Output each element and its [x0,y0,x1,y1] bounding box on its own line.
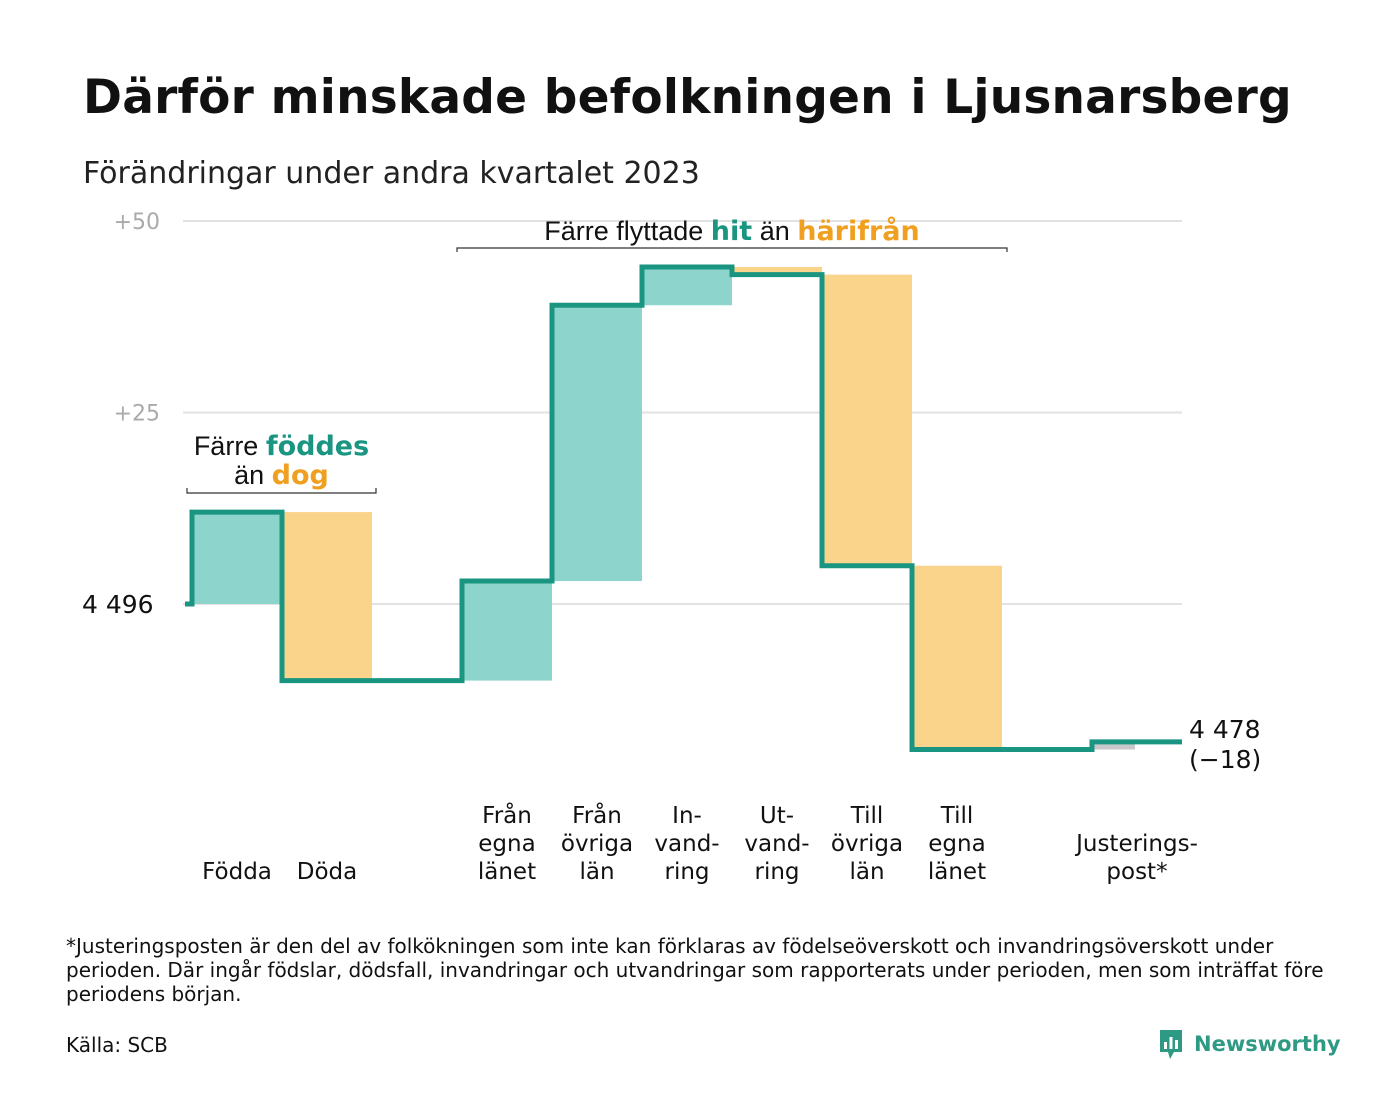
waterfall-bar [552,305,642,582]
waterfall-bar [1092,741,1135,750]
annotation-bracket-migration [456,247,1008,252]
source-label: Källa: SCB [66,1033,168,1057]
category-label: län [579,859,614,885]
y-tick-label: +50 [114,210,160,235]
annotation-text: än [752,216,797,246]
footnote: *Justeringsposten är den del av folkökni… [66,934,1324,1006]
start-value-label: 4 496 [82,590,154,619]
annotation-natural-line2: än dog [234,460,329,491]
brand: Newsworthy [1158,1028,1341,1060]
end-value-label: 4 478 [1189,715,1261,744]
category-label: Födda [202,859,272,885]
annotation-highlight-out: härifrån [797,215,920,247]
category-label: Ut- [760,803,794,829]
category-label: Till [940,803,974,829]
annotation-text: än [234,460,272,490]
category-label: ring [754,859,799,885]
category-label: övriga [561,831,633,857]
waterfall-bar [822,274,912,566]
cumulative-line [185,264,1182,753]
waterfall-bar [642,266,732,306]
category-label: egna [928,831,985,857]
annotation-bracket-natural [186,488,377,494]
waterfall-bar [732,266,822,275]
waterfall-bar [192,512,282,604]
category-label: övriga [831,831,903,857]
waterfall-bar [912,565,1002,750]
category-label: post* [1106,859,1167,885]
waterfall-bar [462,581,552,681]
end-change-label: (−18) [1189,745,1261,774]
annotation-highlight-in: hit [711,216,752,247]
brand-name: Newsworthy [1194,1032,1341,1056]
category-label: Döda [297,859,357,885]
annotation-migration: Färre flyttade hit än härifrån [544,215,920,247]
category-label: Från [482,801,532,829]
annotation-text: Färre flyttade [544,216,711,246]
chart-title: Därför minskade befolkningen i Ljusnarsb… [83,70,1292,125]
category-label: Justerings- [1074,831,1198,857]
category-label: ring [664,859,709,885]
category-label: län [849,859,884,885]
newsworthy-logo-icon [1160,1030,1182,1059]
category-label: länet [928,859,986,885]
y-tick-label: +25 [114,402,160,427]
annotation-highlight-died: dog [272,460,329,491]
category-label: vand- [744,831,809,857]
category-label: vand- [654,831,719,857]
category-label: Från [572,801,622,829]
category-label: In- [672,803,702,829]
annotation-text: Färre [194,431,266,461]
category-label: länet [478,859,536,885]
chart-subtitle: Förändringar under andra kvartalet 2023 [83,156,700,191]
category-label: egna [478,831,535,857]
waterfall-bar [282,512,372,681]
annotation-highlight-born: föddes [266,431,369,462]
annotation-natural-line1: Färre föddes [194,431,369,462]
category-label: Till [850,803,884,829]
